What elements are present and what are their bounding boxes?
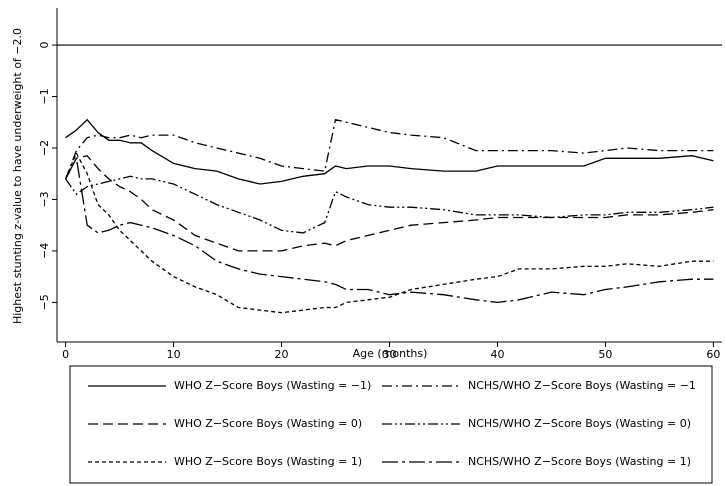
x-tick-label: 30 <box>383 348 397 361</box>
x-tick-label: 0 <box>62 348 69 361</box>
legend-box <box>69 365 713 484</box>
y-axis-title: Highest stunting z-value to have underwe… <box>11 28 24 324</box>
y-tick-label: −3 <box>38 191 51 207</box>
y-tick-label: −1 <box>38 88 51 104</box>
x-tick-label: 20 <box>275 348 289 361</box>
y-tick-label: −5 <box>38 294 51 310</box>
y-tick-label: −2 <box>38 140 51 156</box>
legend-label: NCHS/WHO Z−Score Boys (Wasting = 1) <box>468 455 691 468</box>
series-line <box>65 154 714 252</box>
legend-label: NCHS/WHO Z−Score Boys (Wasting = −1 <box>468 379 696 392</box>
x-axis-title: Age (months) <box>353 347 428 360</box>
legend-label: WHO Z−Score Boys (Wasting = 0) <box>174 417 362 430</box>
series-line <box>65 151 714 314</box>
legend-label: WHO Z−Score Boys (Wasting = 1) <box>174 455 362 468</box>
x-tick-label: 50 <box>598 348 612 361</box>
legend-label: NCHS/WHO Z−Score Boys (Wasting = 0) <box>468 417 691 430</box>
series-line <box>65 118 714 185</box>
series-line <box>64 118 714 180</box>
x-tick-label: 60 <box>706 348 720 361</box>
series-line <box>65 156 714 304</box>
y-tick-label: −4 <box>38 243 51 259</box>
series-line <box>65 175 714 234</box>
x-tick-label: 10 <box>167 348 181 361</box>
legend-label: WHO Z−Score Boys (Wasting = −1) <box>174 379 371 392</box>
y-tick-label: 0 <box>38 42 51 49</box>
x-tick-label: 40 <box>490 348 504 361</box>
